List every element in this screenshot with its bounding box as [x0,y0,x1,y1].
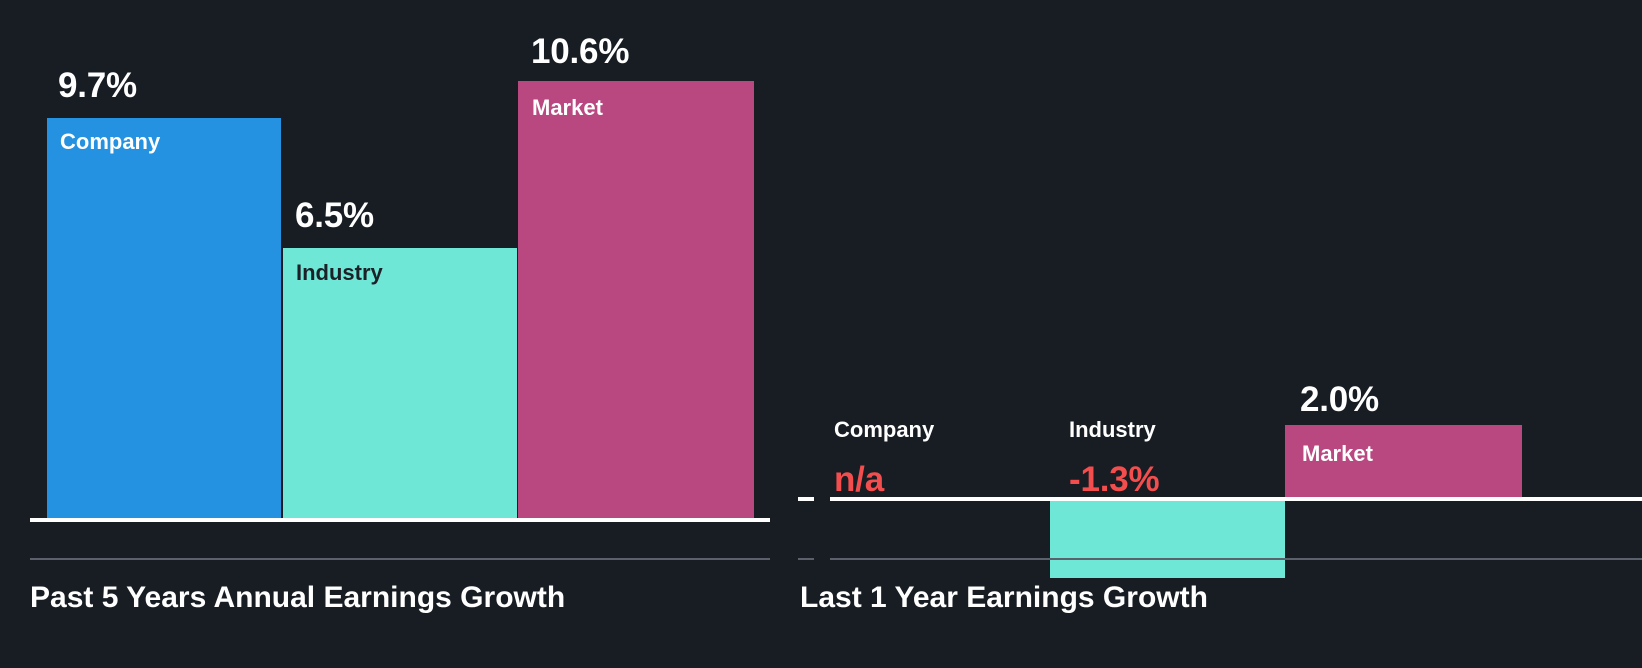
value-label-market-5y: 10.6% [531,32,630,71]
axis-baseline-right [830,497,1642,501]
series-label-company-5y: Company [60,129,161,154]
series-label-market-1y: Market [1302,441,1373,466]
value-label-market-1y: 2.0% [1300,380,1379,419]
bar-market-5y[interactable] [518,81,754,519]
series-label-industry-1y: Industry [1069,417,1156,442]
axis-baseline-right-stub [798,497,814,501]
value-label-company-5y: 9.7% [58,66,137,105]
panel-last-1-year: Company n/a Industry -1.3% 2.0% Market L… [798,0,1642,668]
footer-divider-left [30,558,770,560]
bar-company-5y[interactable] [47,118,281,519]
bar-industry-5y[interactable] [283,248,517,519]
plot-area-left: 9.7% Company 6.5% Industry 10.6% Market … [0,0,798,668]
panel-title-past-5-years: Past 5 Years Annual Earnings Growth [30,581,566,614]
axis-baseline-left [30,518,770,522]
panel-past-5-years: 9.7% Company 6.5% Industry 10.6% Market … [0,0,798,668]
bar-industry-1y[interactable] [1050,500,1285,578]
footer-divider-right-stub [798,558,814,560]
value-label-industry-5y: 6.5% [295,196,374,235]
value-label-company-1y: n/a [834,460,884,499]
series-label-market-5y: Market [532,95,603,120]
series-label-industry-5y: Industry [296,260,383,285]
footer-divider-right [830,558,1642,560]
plot-area-right: Company n/a Industry -1.3% 2.0% Market L… [798,0,1642,668]
value-label-industry-1y: -1.3% [1069,460,1160,499]
panel-title-last-1-year: Last 1 Year Earnings Growth [800,581,1208,614]
series-label-company-1y: Company [834,417,935,442]
bar-market-1y[interactable] [1285,425,1522,497]
